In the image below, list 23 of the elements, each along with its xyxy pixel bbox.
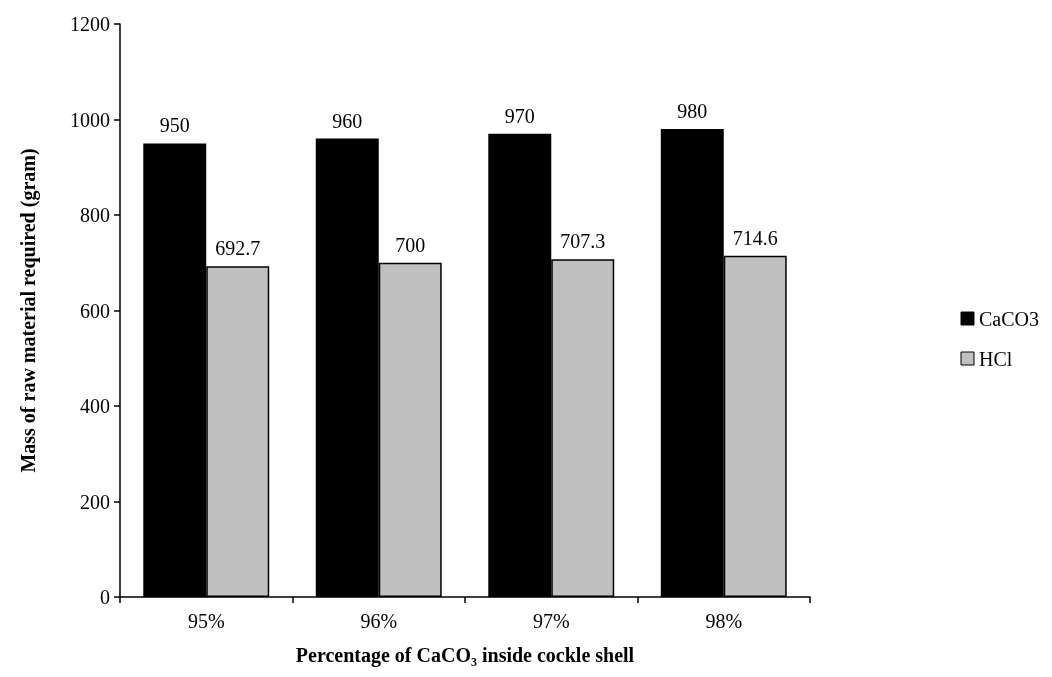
data-label: 700 [395,233,426,256]
y-tick-label: 600 [80,299,110,322]
data-label: 707.3 [560,230,606,253]
x-tick-label: 95% [187,610,225,632]
y-tick-label: 400 [80,395,110,417]
y-tick-label: 1200 [70,13,110,35]
data-label: 714.6 [732,226,778,249]
y-tick-label: 800 [80,204,110,226]
x-tick-label: 96% [360,610,398,632]
x-tick-label: 97% [532,610,570,632]
data-label: 692.7 [215,237,261,260]
x-tick-label: 98% [705,610,743,632]
x-axis-title: Percentage of CaCO₃ inside cockle shell [295,644,635,667]
y-tick-label: 1000 [70,108,110,131]
y-tick-label: 0 [100,586,110,608]
data-label: 950 [159,114,190,137]
legend-label: HCl [979,347,1013,370]
data-label: 970 [504,104,535,127]
data-label: 960 [332,109,363,132]
y-tick-label: 200 [80,490,110,513]
legend-label: CaCO3 [979,307,1039,330]
y-axis-title: Mass of raw material required (gram) [17,148,40,473]
data-label: 980 [677,100,708,123]
